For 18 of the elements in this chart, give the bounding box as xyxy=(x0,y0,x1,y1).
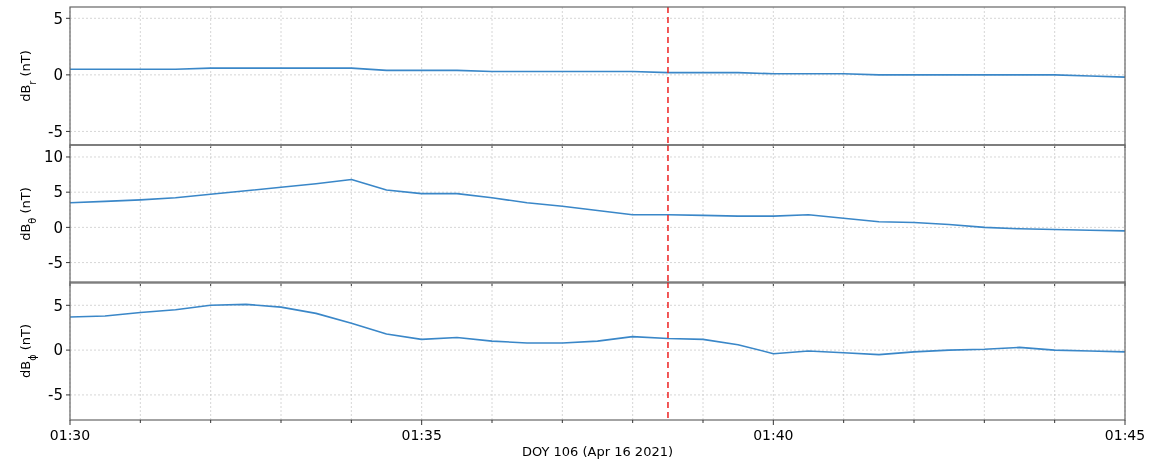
x-tick-label: 01:40 xyxy=(753,427,794,443)
y-tick-label: -5 xyxy=(48,122,63,141)
y-tick-label: -5 xyxy=(48,386,63,405)
x-axis-title: DOY 106 (Apr 16 2021) xyxy=(521,444,674,459)
y-tick-label: 0 xyxy=(53,66,63,85)
x-tick-label: 01:35 xyxy=(401,427,442,443)
y-tick-label: 5 xyxy=(53,183,63,202)
line-series xyxy=(69,303,1126,356)
y-tick-label: 5 xyxy=(53,9,63,28)
line-series xyxy=(69,67,1126,78)
y-tick-label: 0 xyxy=(53,218,63,237)
x-tick-label: 01:45 xyxy=(1104,427,1146,443)
y-tick-label: 10 xyxy=(43,148,63,167)
line-series xyxy=(69,178,1126,232)
x-tick-label: 01:30 xyxy=(49,427,91,443)
y-tick-label: -5 xyxy=(48,253,63,272)
y-tick-label: 0 xyxy=(53,341,63,360)
y-tick-label: 5 xyxy=(53,296,63,315)
